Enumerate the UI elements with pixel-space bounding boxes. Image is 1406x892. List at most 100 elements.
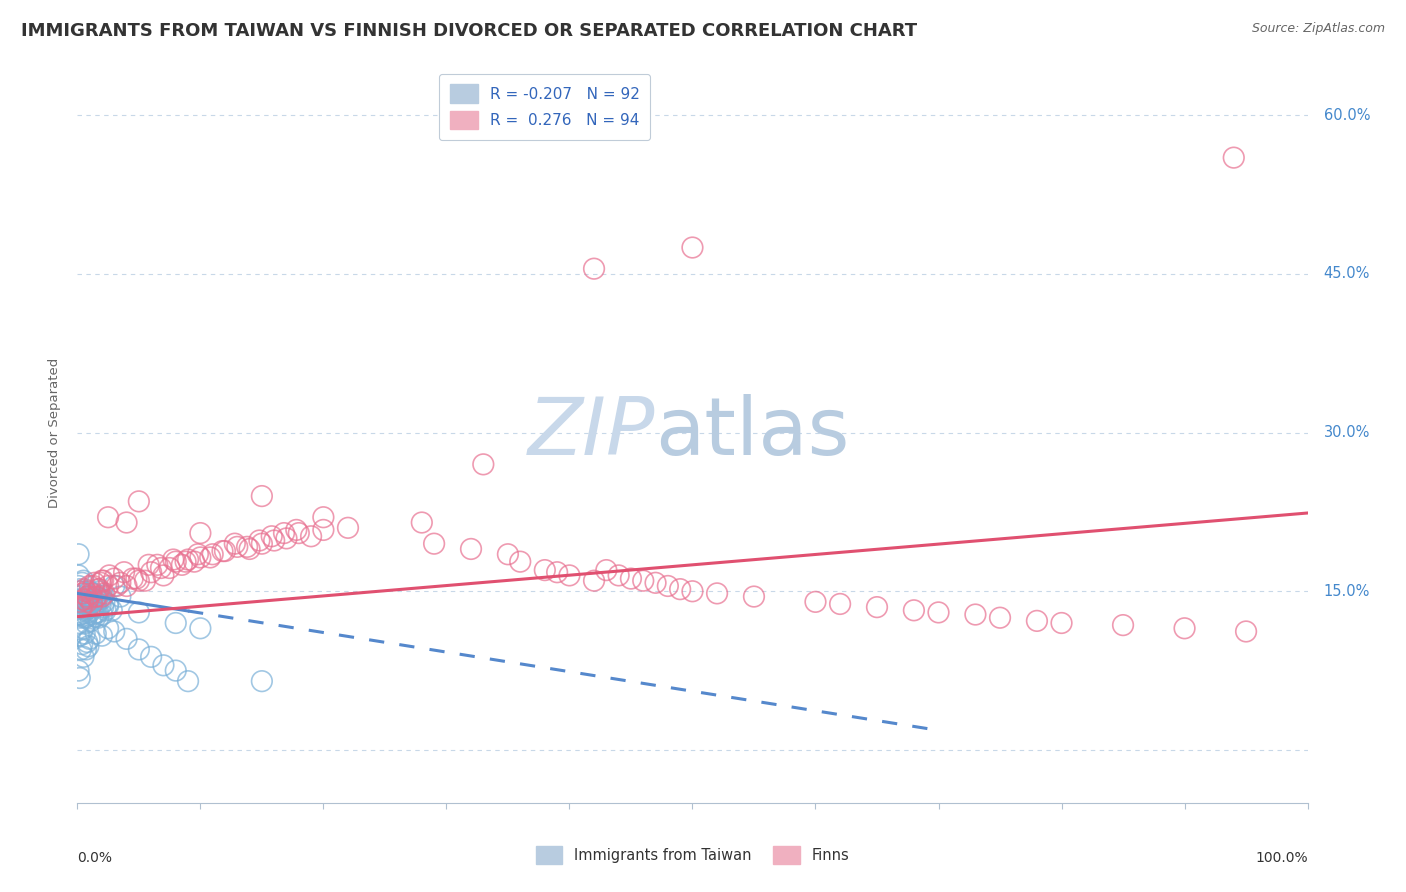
Point — [657, 579, 679, 593]
Point — [76, 608, 98, 623]
Point — [250, 489, 273, 503]
Point — [91, 600, 114, 615]
Point — [94, 603, 117, 617]
Point — [84, 590, 107, 604]
Point — [121, 572, 143, 586]
Point — [115, 516, 138, 530]
Point — [67, 664, 90, 678]
Point — [76, 635, 98, 649]
Point — [546, 566, 568, 580]
Text: 30.0%: 30.0% — [1323, 425, 1369, 440]
Point — [965, 607, 987, 622]
Point — [70, 637, 93, 651]
Legend: Immigrants from Taiwan, Finns: Immigrants from Taiwan, Finns — [530, 840, 855, 870]
Point — [97, 510, 120, 524]
Point — [682, 241, 704, 255]
Point — [312, 510, 335, 524]
Point — [1050, 615, 1073, 630]
Text: ZIP: ZIP — [529, 393, 655, 472]
Point — [67, 547, 90, 561]
Point — [80, 586, 103, 600]
Point — [742, 590, 765, 604]
Point — [288, 526, 311, 541]
Point — [80, 614, 103, 628]
Point — [93, 586, 115, 600]
Point — [146, 558, 169, 572]
Point — [138, 558, 160, 572]
Point — [150, 561, 173, 575]
Point — [583, 574, 606, 588]
Point — [80, 600, 103, 615]
Text: Source: ZipAtlas.com: Source: ZipAtlas.com — [1251, 22, 1385, 36]
Point — [260, 529, 283, 543]
Point — [82, 592, 104, 607]
Point — [97, 621, 120, 635]
Point — [75, 642, 97, 657]
Point — [165, 555, 187, 569]
Point — [211, 544, 233, 558]
Point — [583, 261, 606, 276]
Point — [83, 592, 105, 607]
Point — [141, 566, 163, 580]
Point — [1174, 621, 1197, 635]
Point — [82, 595, 104, 609]
Point — [105, 579, 128, 593]
Point — [103, 579, 125, 593]
Point — [98, 568, 121, 582]
Point — [263, 533, 285, 548]
Point — [76, 590, 98, 604]
Point — [188, 621, 212, 635]
Point — [250, 674, 273, 689]
Point — [69, 629, 91, 643]
Point — [103, 572, 125, 586]
Point — [70, 607, 93, 622]
Point — [534, 563, 557, 577]
Point — [1234, 624, 1257, 639]
Point — [82, 607, 104, 622]
Text: atlas: atlas — [655, 393, 849, 472]
Point — [174, 555, 197, 569]
Point — [69, 600, 91, 615]
Point — [76, 602, 98, 616]
Point — [67, 595, 90, 609]
Point — [224, 537, 246, 551]
Point — [110, 590, 132, 604]
Y-axis label: Divorced or Separated: Divorced or Separated — [48, 358, 62, 508]
Point — [86, 592, 108, 607]
Point — [70, 584, 93, 599]
Point — [83, 586, 105, 600]
Point — [86, 590, 108, 604]
Point — [84, 626, 107, 640]
Point — [804, 595, 827, 609]
Point — [70, 595, 93, 609]
Point — [72, 649, 94, 664]
Point — [77, 590, 100, 604]
Point — [620, 572, 643, 586]
Point — [112, 566, 135, 580]
Point — [75, 611, 97, 625]
Point — [82, 579, 104, 593]
Point — [177, 674, 200, 689]
Point — [669, 582, 692, 596]
Point — [273, 526, 295, 541]
Point — [115, 632, 138, 646]
Point — [152, 658, 174, 673]
Point — [496, 547, 519, 561]
Point — [239, 541, 262, 556]
Point — [472, 458, 495, 472]
Point — [67, 615, 90, 630]
Point — [682, 584, 704, 599]
Point — [90, 591, 114, 606]
Point — [644, 575, 666, 590]
Point — [76, 590, 98, 604]
Point — [84, 609, 107, 624]
Point — [134, 574, 156, 588]
Point — [69, 595, 91, 609]
Point — [633, 574, 655, 588]
Point — [299, 529, 322, 543]
Point — [110, 575, 132, 590]
Point — [97, 599, 120, 613]
Point — [75, 603, 97, 617]
Point — [70, 600, 93, 615]
Point — [93, 595, 115, 609]
